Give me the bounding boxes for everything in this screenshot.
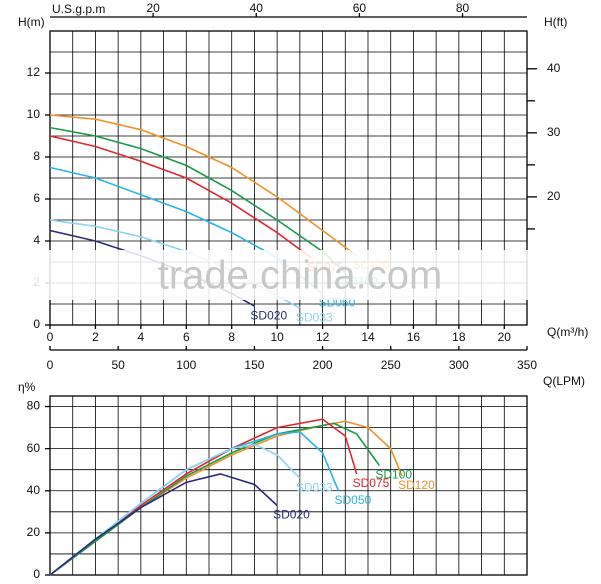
lpm-tick-label: 350 [517,358,537,372]
top-tick-label: 80 [456,1,470,15]
curve-label: SD120 [398,478,435,492]
x-tick-label: 20 [498,330,512,344]
curve [49,443,301,576]
lpm-tick-label: 150 [244,358,264,372]
right-tick-label: 30 [547,125,561,139]
curve [49,114,358,257]
x-tick-label: 2 [92,330,99,344]
y-tick-label: 20 [27,525,41,539]
curve [49,473,278,576]
y-tick-label: 12 [27,65,41,79]
curve [49,422,381,576]
right-axis-label: H(ft) [544,15,567,29]
x-tick-label: 16 [407,330,421,344]
y-tick-label: 0 [33,317,40,331]
curve-label: SD020 [250,308,287,322]
watermark-band [0,250,601,300]
y-axis-label: H(m) [18,15,45,29]
curve-label: SD020 [273,508,310,522]
x-tick-label: 4 [138,330,145,344]
y-axis-label: η% [18,380,36,394]
lpm-tick-label: 0 [47,358,54,372]
lpm-tick-label: 250 [381,358,401,372]
curve [49,126,346,274]
curve-label: SD075 [353,476,390,490]
plot-frame [49,30,528,326]
lpm-tick-label: 300 [449,358,469,372]
y-tick-label: 10 [27,107,41,121]
curve-label: SD050 [334,493,371,507]
curve [49,135,312,259]
lpm-tick-label: 50 [111,358,125,372]
right-tick-label: 40 [547,61,561,75]
curve [49,430,340,576]
x-tick-label: 6 [183,330,190,344]
y-tick-label: 80 [27,399,41,413]
x-tick-label: 14 [361,330,375,344]
x-tick-label: 0 [47,330,54,344]
y-tick-label: 8 [33,149,40,163]
x-tick-label: 12 [316,330,330,344]
watermark: trade.china.com [158,254,443,298]
y-tick-label: 6 [33,191,40,205]
x-tick-label: 8 [228,330,235,344]
y-tick-label: 40 [27,483,41,497]
top-tick-label: 40 [250,1,264,15]
lpm-tick-label: 200 [313,358,333,372]
top-tick-label: 60 [353,1,367,15]
lpm-axis-label: Q(LPM) [543,374,585,388]
curve-label: SD033 [296,310,333,324]
x-tick-label: 18 [452,330,466,344]
curve-label: SD033 [296,480,333,494]
right-tick-label: 20 [547,189,561,203]
top-tick-label: 20 [146,1,160,15]
x-tick-label: 10 [270,330,284,344]
plot-frame [49,395,528,576]
x-axis-label: Q(m³/h) [547,325,588,339]
top-axis-label: U.S.g.p.m [52,2,105,16]
y-tick-label: 0 [33,567,40,581]
y-tick-label: 4 [33,233,40,247]
y-tick-label: 60 [27,441,41,455]
lpm-tick-label: 100 [176,358,196,372]
curve-label: SD100 [375,468,412,482]
